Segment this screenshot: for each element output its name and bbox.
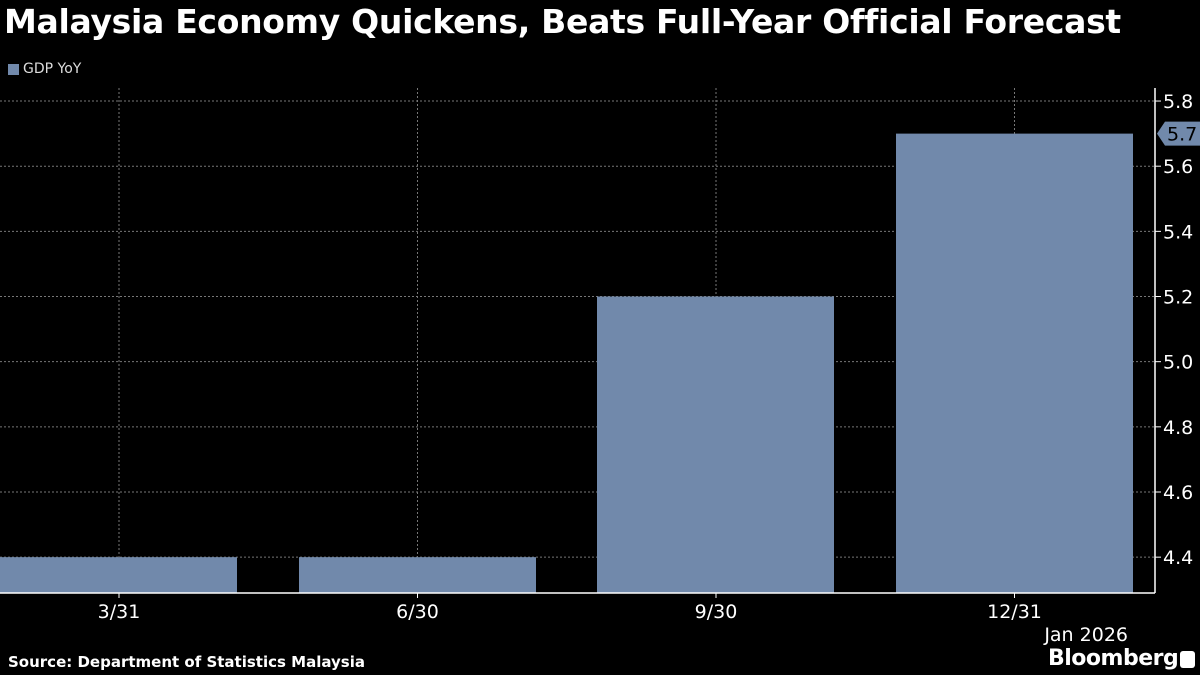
chart-title: Malaysia Economy Quickens, Beats Full-Ye… [4, 2, 1121, 41]
legend-label: GDP YoY [23, 61, 82, 77]
bar [896, 133, 1133, 593]
source-note: Source: Department of Statistics Malaysi… [8, 653, 365, 671]
bar [0, 557, 237, 593]
x-tick-label: 9/30 [695, 601, 738, 623]
bar [597, 296, 834, 593]
last-value-label: 5.7 [1167, 124, 1197, 146]
bloomberg-icon [1180, 651, 1195, 668]
x-tick-label: 12/31 [987, 601, 1042, 623]
x-tick-label: 6/30 [396, 601, 439, 623]
y-tick-label: 5.0 [1163, 352, 1193, 374]
bloomberg-logo: Bloomberg [1048, 646, 1179, 671]
y-tick-label: 5.4 [1163, 221, 1193, 243]
x-sublabel: Jan 2026 [1043, 624, 1128, 646]
y-tick-label: 4.4 [1163, 547, 1193, 569]
y-tick-label: 5.8 [1163, 91, 1193, 113]
last-value-marker [1157, 121, 1200, 146]
legend-swatch [8, 63, 19, 75]
bar [299, 557, 536, 593]
y-tick-label: 4.8 [1163, 417, 1193, 439]
y-tick-label: 4.6 [1163, 482, 1193, 504]
y-tick-label: 5.2 [1163, 287, 1193, 309]
y-tick-label: 5.6 [1163, 156, 1193, 178]
legend: GDP YoY [8, 61, 81, 77]
x-tick-label: 3/31 [98, 601, 141, 623]
